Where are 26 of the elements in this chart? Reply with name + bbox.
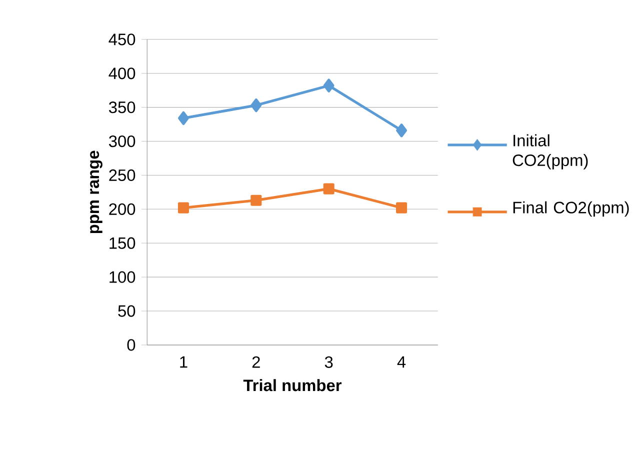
legend-label: Initial CO2(ppm)	[512, 134, 588, 170]
x-axis-title: Trial number	[243, 379, 342, 392]
x-tick-label: 4	[397, 356, 406, 368]
legend-label: Final CO2(ppm)	[513, 201, 629, 217]
y-tick-label: 350	[108, 102, 136, 114]
y-tick-label: 0	[127, 339, 136, 351]
y-tick-label: 150	[110, 237, 136, 249]
y-tick-label: 100	[110, 271, 136, 283]
point	[323, 78, 334, 92]
point	[178, 202, 189, 214]
y-tick-label: 400	[108, 68, 136, 80]
y-tick-label: 250	[109, 169, 136, 182]
y-axis-title: ppm range	[90, 150, 102, 234]
y-tick-label: 300	[108, 135, 136, 148]
point	[250, 194, 262, 206]
x-tick-label: 3	[324, 356, 333, 368]
point	[396, 202, 408, 214]
x-tick-label: 2	[252, 356, 260, 368]
y-tick-label: 200	[109, 203, 136, 215]
y-tick-label: 50	[118, 305, 136, 317]
point	[323, 183, 334, 194]
y-tick-label: 450	[108, 34, 136, 46]
point	[178, 111, 189, 125]
point	[250, 98, 262, 112]
x-tick-label: 1	[180, 356, 188, 368]
point	[396, 124, 407, 138]
